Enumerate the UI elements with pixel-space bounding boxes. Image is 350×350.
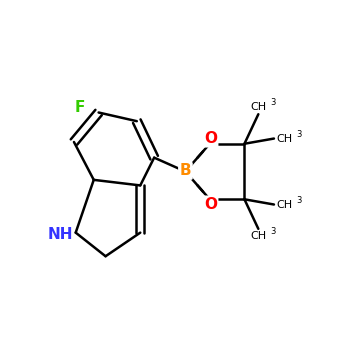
Text: CH: CH	[250, 231, 266, 242]
Text: CH: CH	[276, 199, 293, 210]
Text: B: B	[180, 163, 191, 178]
Text: 3: 3	[296, 130, 302, 139]
Text: O: O	[204, 197, 217, 212]
Text: NH: NH	[47, 227, 73, 242]
Text: 3: 3	[296, 196, 302, 204]
Text: 3: 3	[270, 228, 275, 237]
Text: O: O	[204, 131, 217, 146]
Text: 3: 3	[270, 98, 275, 107]
Text: CH: CH	[250, 102, 266, 112]
Text: F: F	[74, 100, 85, 115]
Text: CH: CH	[276, 134, 293, 143]
